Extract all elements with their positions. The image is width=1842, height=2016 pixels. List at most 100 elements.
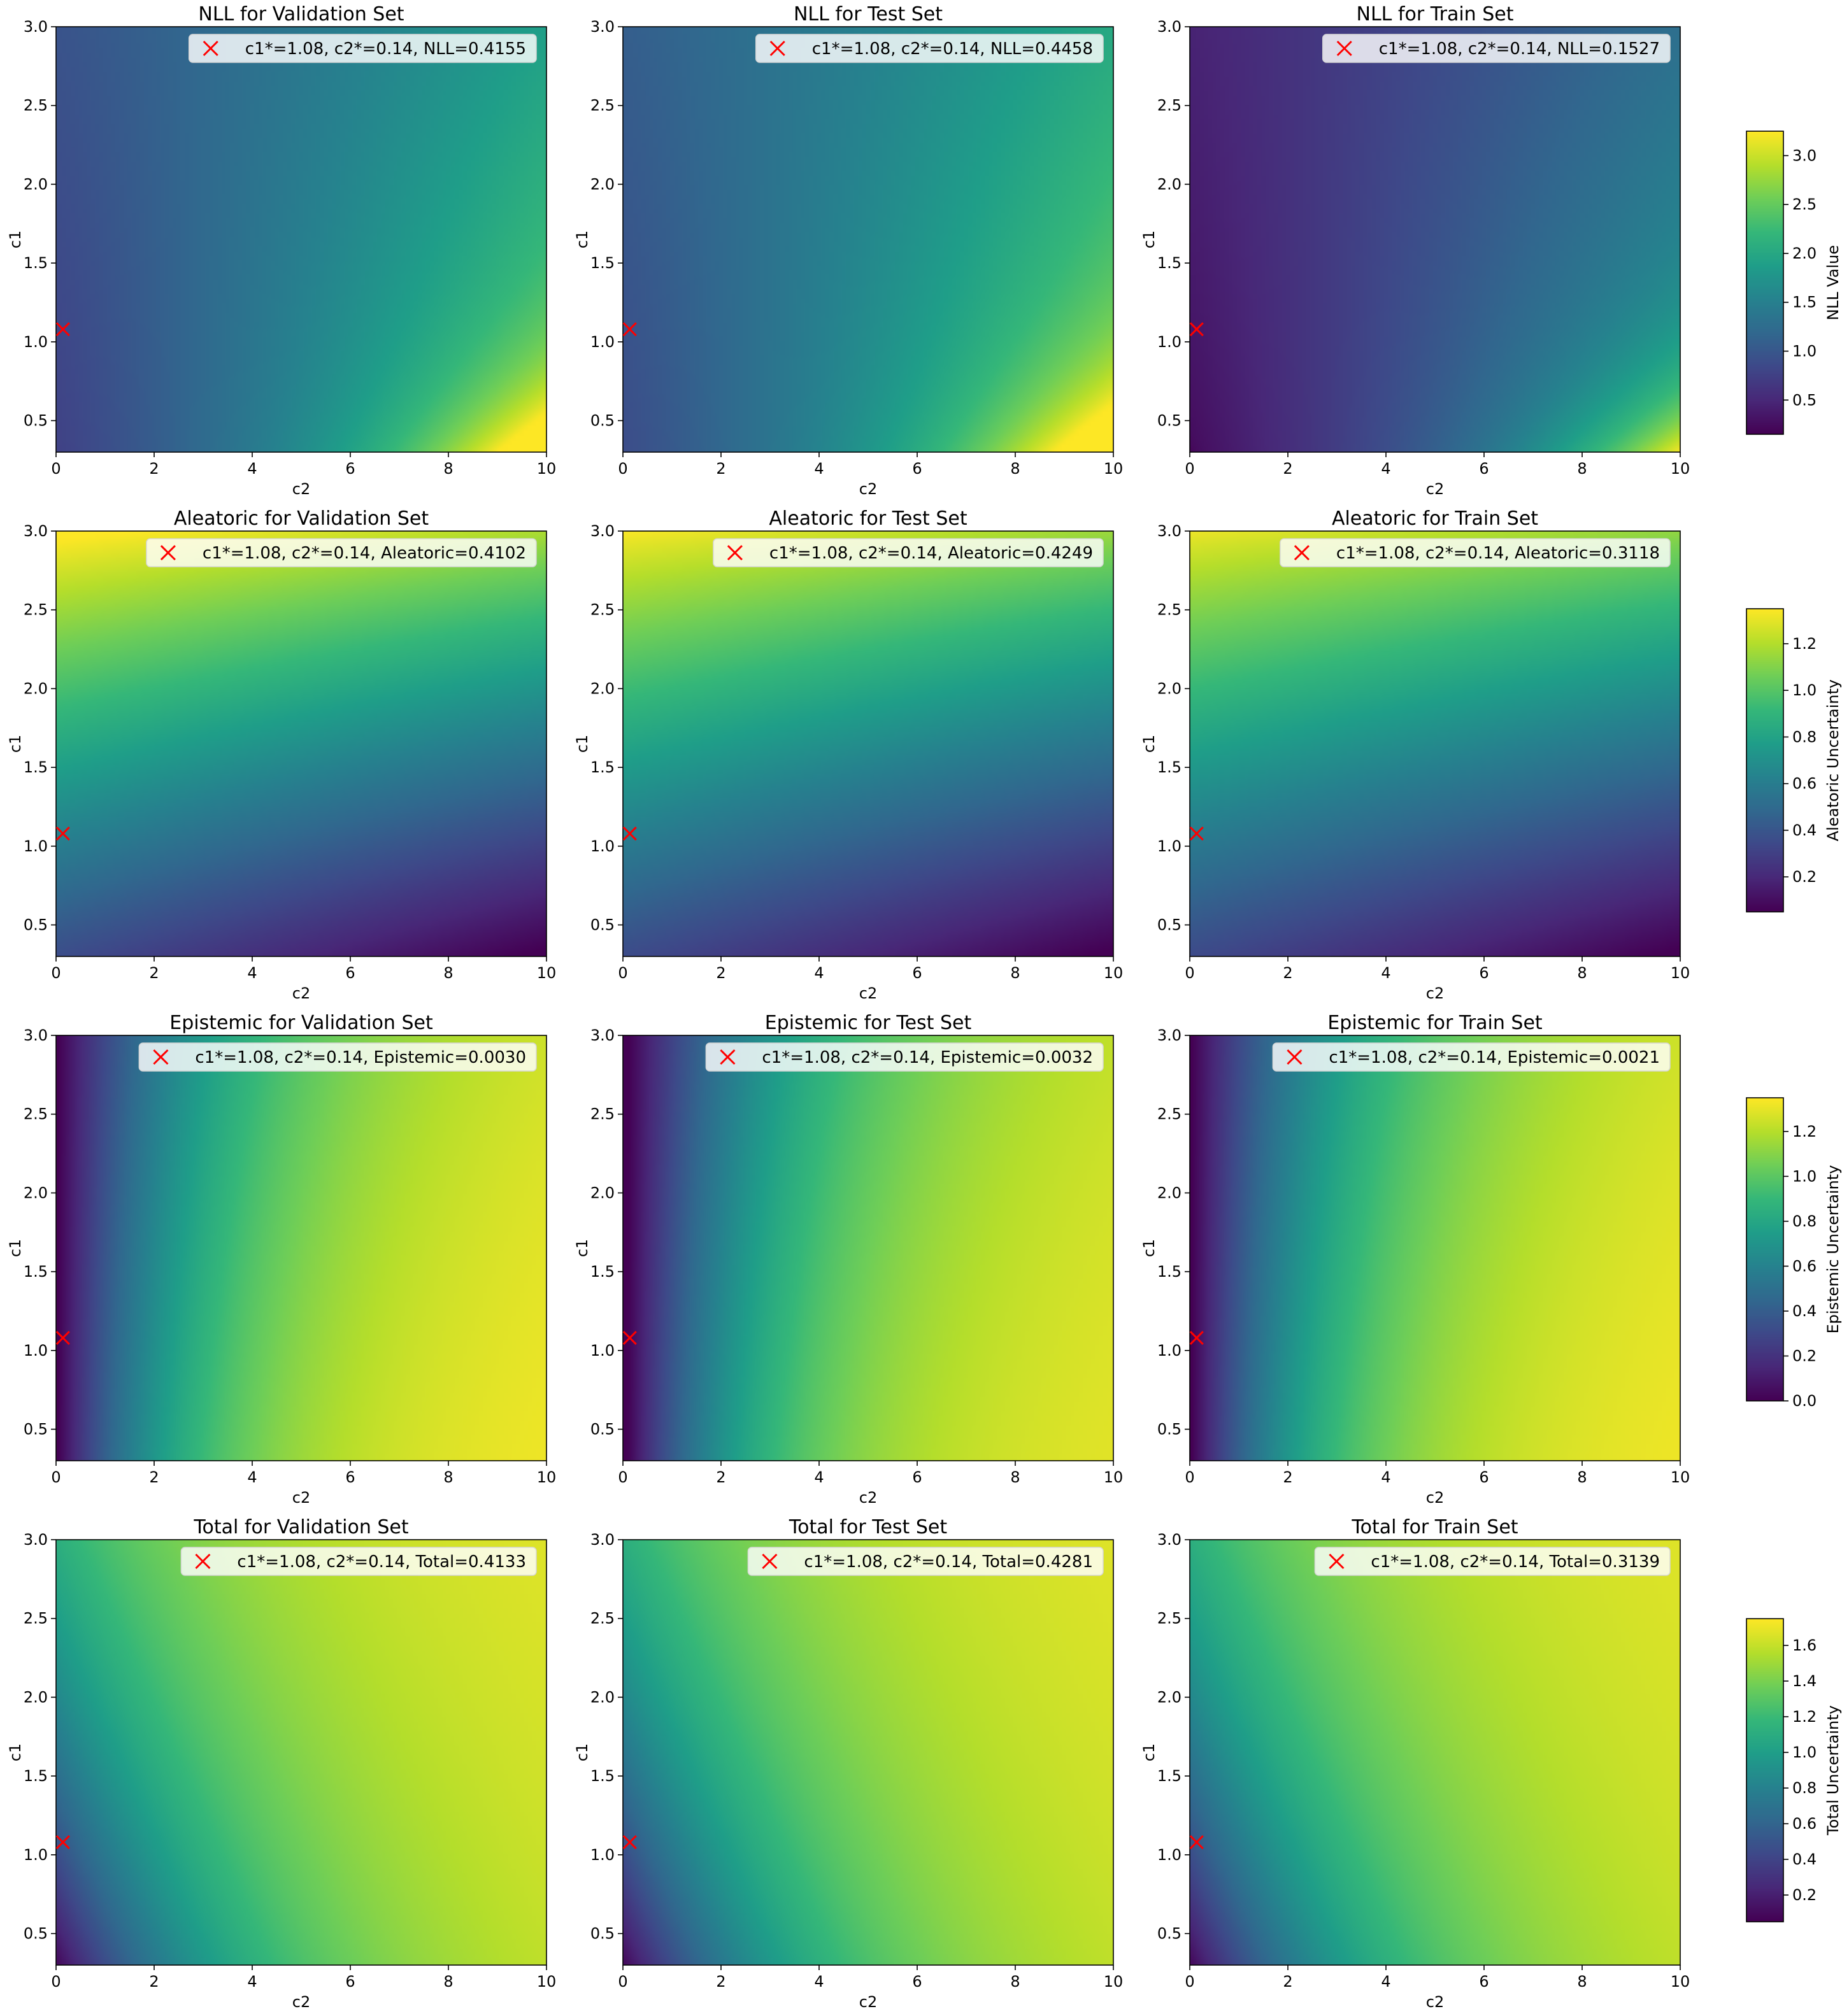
colorbar-frame	[1746, 131, 1784, 435]
x-tick-label: 6	[345, 1973, 355, 1991]
y-tick-label: 2.0	[24, 1688, 48, 1706]
colorbar-gradient	[1746, 1098, 1783, 1401]
legend-box	[188, 34, 537, 63]
y-tick-label: 0.5	[590, 1925, 615, 1943]
y-tick-label: 2.0	[1157, 1688, 1182, 1706]
x-tick-label: 8	[1010, 1468, 1020, 1486]
y-tick-label: 0.5	[590, 916, 615, 934]
y-tick-label: 2.5	[24, 97, 48, 115]
x-tick-label: 2	[1283, 460, 1292, 478]
y-tick-label: 0.5	[24, 1421, 48, 1438]
y-tick-label: 0.5	[1157, 1925, 1182, 1943]
y-tick-label: 1.0	[24, 1342, 48, 1359]
y-tick-label: 3.0	[24, 1026, 48, 1044]
subplot-11: Total for Test Set 0 2 4 6 8 10 0.5 1.0 1.5 2.0 2.5…	[573, 1516, 1123, 2011]
y-tick-label: 2.0	[590, 1184, 615, 1202]
x-tick-label: 0	[51, 1973, 61, 1991]
x-tick-label: 10	[1104, 1973, 1124, 1991]
x-axis-label: c2	[859, 1489, 877, 1507]
x-tick-label: 4	[247, 1973, 257, 1991]
plot-frame	[55, 1035, 547, 1461]
x-tick-label: 2	[149, 460, 159, 478]
y-tick-label: 1.0	[590, 1846, 615, 1864]
legend-label: c1*=1.08, c2*=0.14, NLL=0.1527	[1379, 39, 1660, 59]
legend-label: c1*=1.08, c2*=0.14, NLL=0.4155	[245, 39, 526, 59]
legend-label: c1*=1.08, c2*=0.14, Epistemic=0.0032	[762, 1048, 1093, 1067]
subplot-3: NLL for Train Set 0 2 4 6 8 10 0.5 1.0 1.5 2.0 2.5 3…	[1140, 3, 1690, 498]
y-tick-label: 0.5	[590, 412, 615, 430]
y-tick-label: 0.5	[24, 412, 48, 430]
y-tick-label: 2.0	[24, 679, 48, 697]
colorbar-tick-label: 0.4	[1792, 1850, 1817, 1868]
y-tick-label: 3.0	[1157, 18, 1182, 36]
y-tick-label: 2.5	[590, 97, 615, 115]
y-tick-label: 2.0	[590, 175, 615, 193]
y-tick-label: 3.0	[590, 1026, 615, 1044]
x-tick-label: 4	[1381, 460, 1390, 478]
y-tick-label: 1.5	[24, 1263, 48, 1281]
x-axis-label: c2	[859, 1993, 877, 2011]
legend-box	[1280, 538, 1671, 567]
legend: c1*=1.08, c2*=0.14, NLL=0.1527	[1322, 34, 1671, 63]
legend-box	[180, 1547, 537, 1576]
y-tick-label: 3.0	[24, 1531, 48, 1549]
colorbar-label: Aleatoric Uncertainty	[1824, 679, 1842, 841]
x-tick-label: 6	[912, 460, 922, 478]
heatmap-image	[56, 27, 546, 452]
subplot-title: Total for Validation Set	[193, 1516, 409, 1538]
optimum-marker	[55, 1835, 70, 1850]
heatmap-image	[56, 1035, 546, 1461]
x-tick-label: 6	[1479, 460, 1489, 478]
subplot-5: Aleatoric for Test Set 0 2 4 6 8 10 0.5 1.0 1.5 2.…	[573, 508, 1123, 1002]
x-tick-label: 8	[443, 1468, 453, 1486]
optimum-marker	[55, 1330, 70, 1345]
y-tick-label: 2.5	[24, 1610, 48, 1628]
x-tick-label: 0	[51, 964, 61, 982]
y-tick-label: 3.0	[1157, 1531, 1182, 1549]
x-tick-label: 0	[1185, 460, 1194, 478]
legend-label: c1*=1.08, c2*=0.14, Aleatoric=0.4249	[769, 544, 1093, 563]
legend-box	[138, 1042, 537, 1072]
legend-label: c1*=1.08, c2*=0.14, NLL=0.4458	[812, 39, 1093, 59]
optimum-marker	[55, 322, 70, 337]
y-tick-label: 1.5	[590, 1263, 615, 1281]
colorbar-tick-label: 2.0	[1792, 245, 1817, 262]
x-tick-label: 4	[814, 1468, 824, 1486]
y-tick-label: 0.5	[1157, 412, 1182, 430]
subplot-title: Epistemic for Train Set	[1327, 1012, 1543, 1034]
x-tick-label: 2	[716, 964, 725, 982]
colorbar-tick-label: 0.6	[1792, 1815, 1817, 1833]
y-tick-label: 1.5	[1157, 1263, 1182, 1281]
y-axis-label: c1	[573, 1239, 591, 1257]
colorbar-tick-label: 1.0	[1792, 342, 1817, 360]
heatmap-image	[623, 1540, 1113, 1965]
colorbar-gradient	[1746, 1619, 1783, 1922]
x-axis-label: c2	[1426, 1993, 1444, 2011]
subplot-2: NLL for Test Set 0 2 4 6 8 10 0.5 1.0 1.5 2.0 2.5 3.…	[573, 3, 1123, 498]
y-tick-label: 1.5	[24, 254, 48, 272]
y-tick-label: 1.0	[1157, 1342, 1182, 1359]
x-tick-label: 2	[716, 1973, 725, 1991]
y-tick-label: 2.5	[1157, 1105, 1182, 1123]
heatmap-image	[623, 531, 1113, 956]
heatmap-image	[56, 1540, 546, 1965]
colorbar-tick-label: 0.2	[1792, 1347, 1817, 1365]
x-tick-label: 2	[716, 460, 725, 478]
colorbar-tick-label: 0.5	[1792, 391, 1817, 409]
x-tick-label: 4	[1381, 964, 1390, 982]
x-tick-label: 0	[618, 460, 627, 478]
y-axis-label: c1	[573, 1743, 591, 1761]
colorbar-frame	[1746, 1618, 1784, 1922]
y-tick-label: 1.5	[1157, 1767, 1182, 1785]
x-tick-label: 2	[149, 964, 159, 982]
x-tick-label: 8	[1010, 460, 1020, 478]
heatmap-image	[1190, 531, 1680, 956]
legend-label: c1*=1.08, c2*=0.14, Total=0.4281	[804, 1552, 1093, 1572]
heatmap-image	[623, 27, 1113, 452]
optimum-marker	[55, 826, 70, 841]
legend-marker	[203, 40, 218, 57]
colorbar-tick-label: 1.2	[1792, 1708, 1817, 1726]
x-axis-label: c2	[292, 984, 310, 1002]
y-tick-label: 3.0	[590, 522, 615, 540]
